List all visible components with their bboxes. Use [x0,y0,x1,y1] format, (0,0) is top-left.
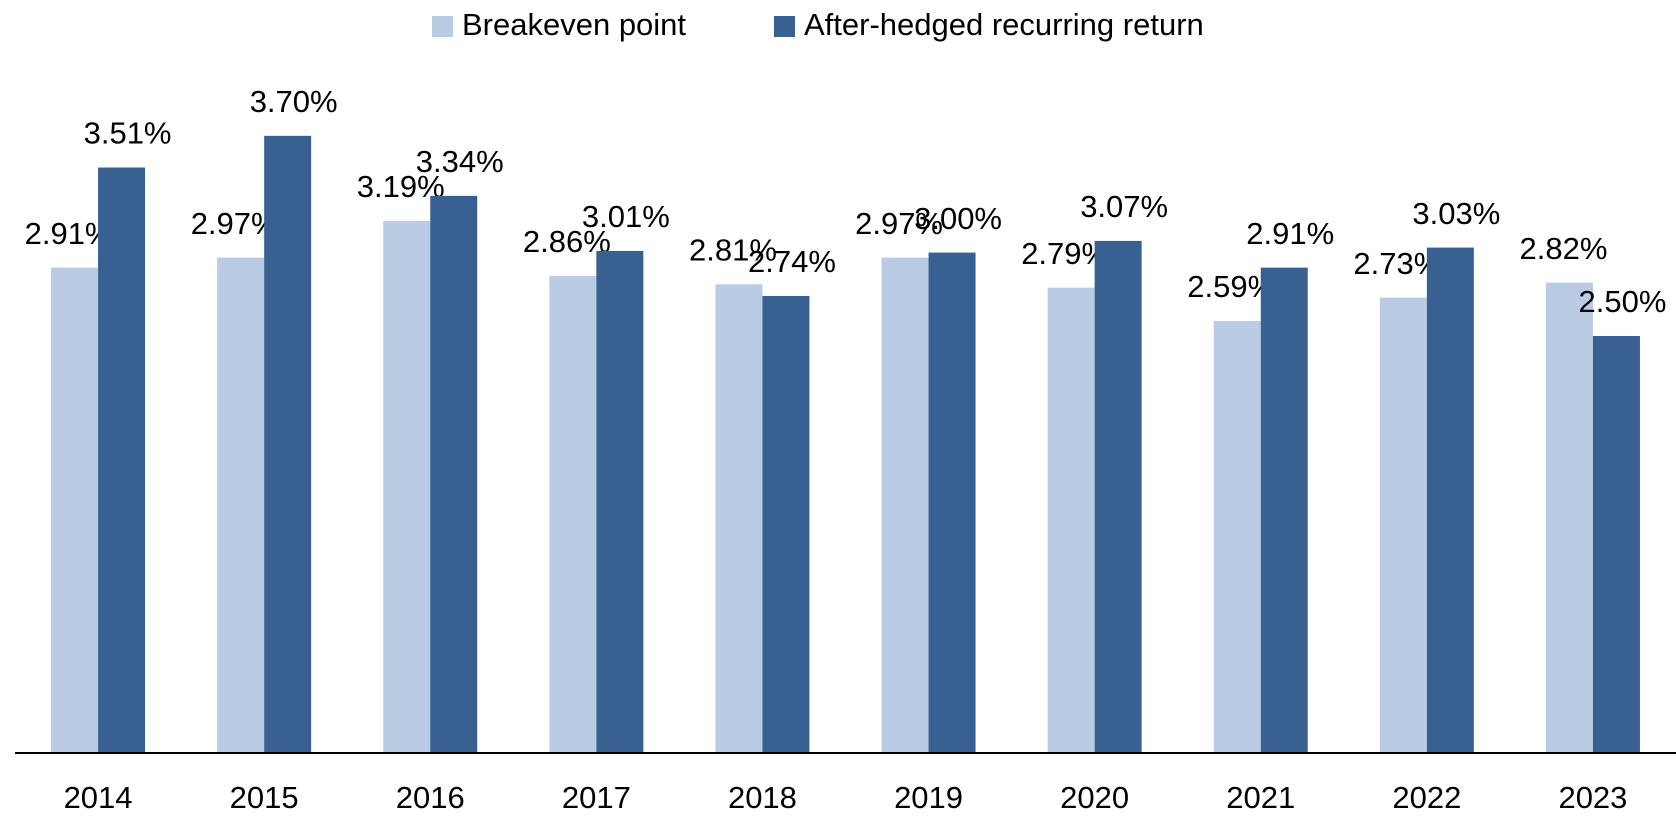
data-label: 2.91% [25,216,113,251]
data-label: 3.34% [416,144,504,179]
data-label: 3.51% [84,116,172,151]
bar [1592,336,1640,753]
bar [1047,287,1095,753]
x-tick-label: 2023 [1558,780,1627,815]
data-label: 3.03% [1412,196,1500,231]
x-tick-label: 2020 [1060,780,1129,815]
bar [51,267,99,753]
bar [264,135,312,754]
bar [1379,297,1427,753]
legend-swatch [774,16,795,37]
x-tick-label: 2016 [396,780,465,815]
legend-label: After-hedged recurring return [804,7,1204,42]
bar [383,220,431,753]
data-label: 2.59% [1187,269,1275,304]
data-label: 2.79% [1021,236,1109,271]
data-label: 2.50% [1578,284,1666,319]
x-tick-label: 2021 [1226,780,1295,815]
data-label: 3.01% [582,199,670,234]
data-label: 2.86% [523,224,611,259]
bar [1545,282,1593,753]
data-label: 2.97% [855,206,943,241]
data-label: 2.91% [1246,216,1334,251]
bar [98,167,146,754]
data-label: 3.70% [250,84,338,119]
x-tick-label: 2014 [64,780,133,815]
data-label: 2.97% [191,206,279,241]
data-label: 3.07% [1080,189,1168,224]
data-label: 3.00% [914,201,1002,236]
data-label: 3.19% [357,169,445,204]
x-tick-label: 2019 [894,780,963,815]
data-label: 2.82% [1519,231,1607,266]
bar [762,295,810,753]
legend-label: Breakeven point [462,7,686,42]
x-tick-label: 2018 [728,780,797,815]
bar [928,252,976,753]
x-tick-label: 2022 [1392,780,1461,815]
bar [881,257,929,753]
bar [596,250,644,753]
data-label: 2.74% [748,244,836,279]
bar [1213,320,1261,753]
bar [430,195,478,753]
bar [1426,247,1474,753]
bar [549,275,597,753]
data-label: 2.73% [1353,246,1441,281]
bar [1260,267,1308,753]
x-tick-label: 2017 [562,780,631,815]
bar [1094,240,1142,753]
bar [715,284,763,753]
data-label: 2.81% [689,232,777,267]
x-tick-label: 2015 [230,780,299,815]
bar [217,257,265,753]
legend-swatch [432,16,453,37]
